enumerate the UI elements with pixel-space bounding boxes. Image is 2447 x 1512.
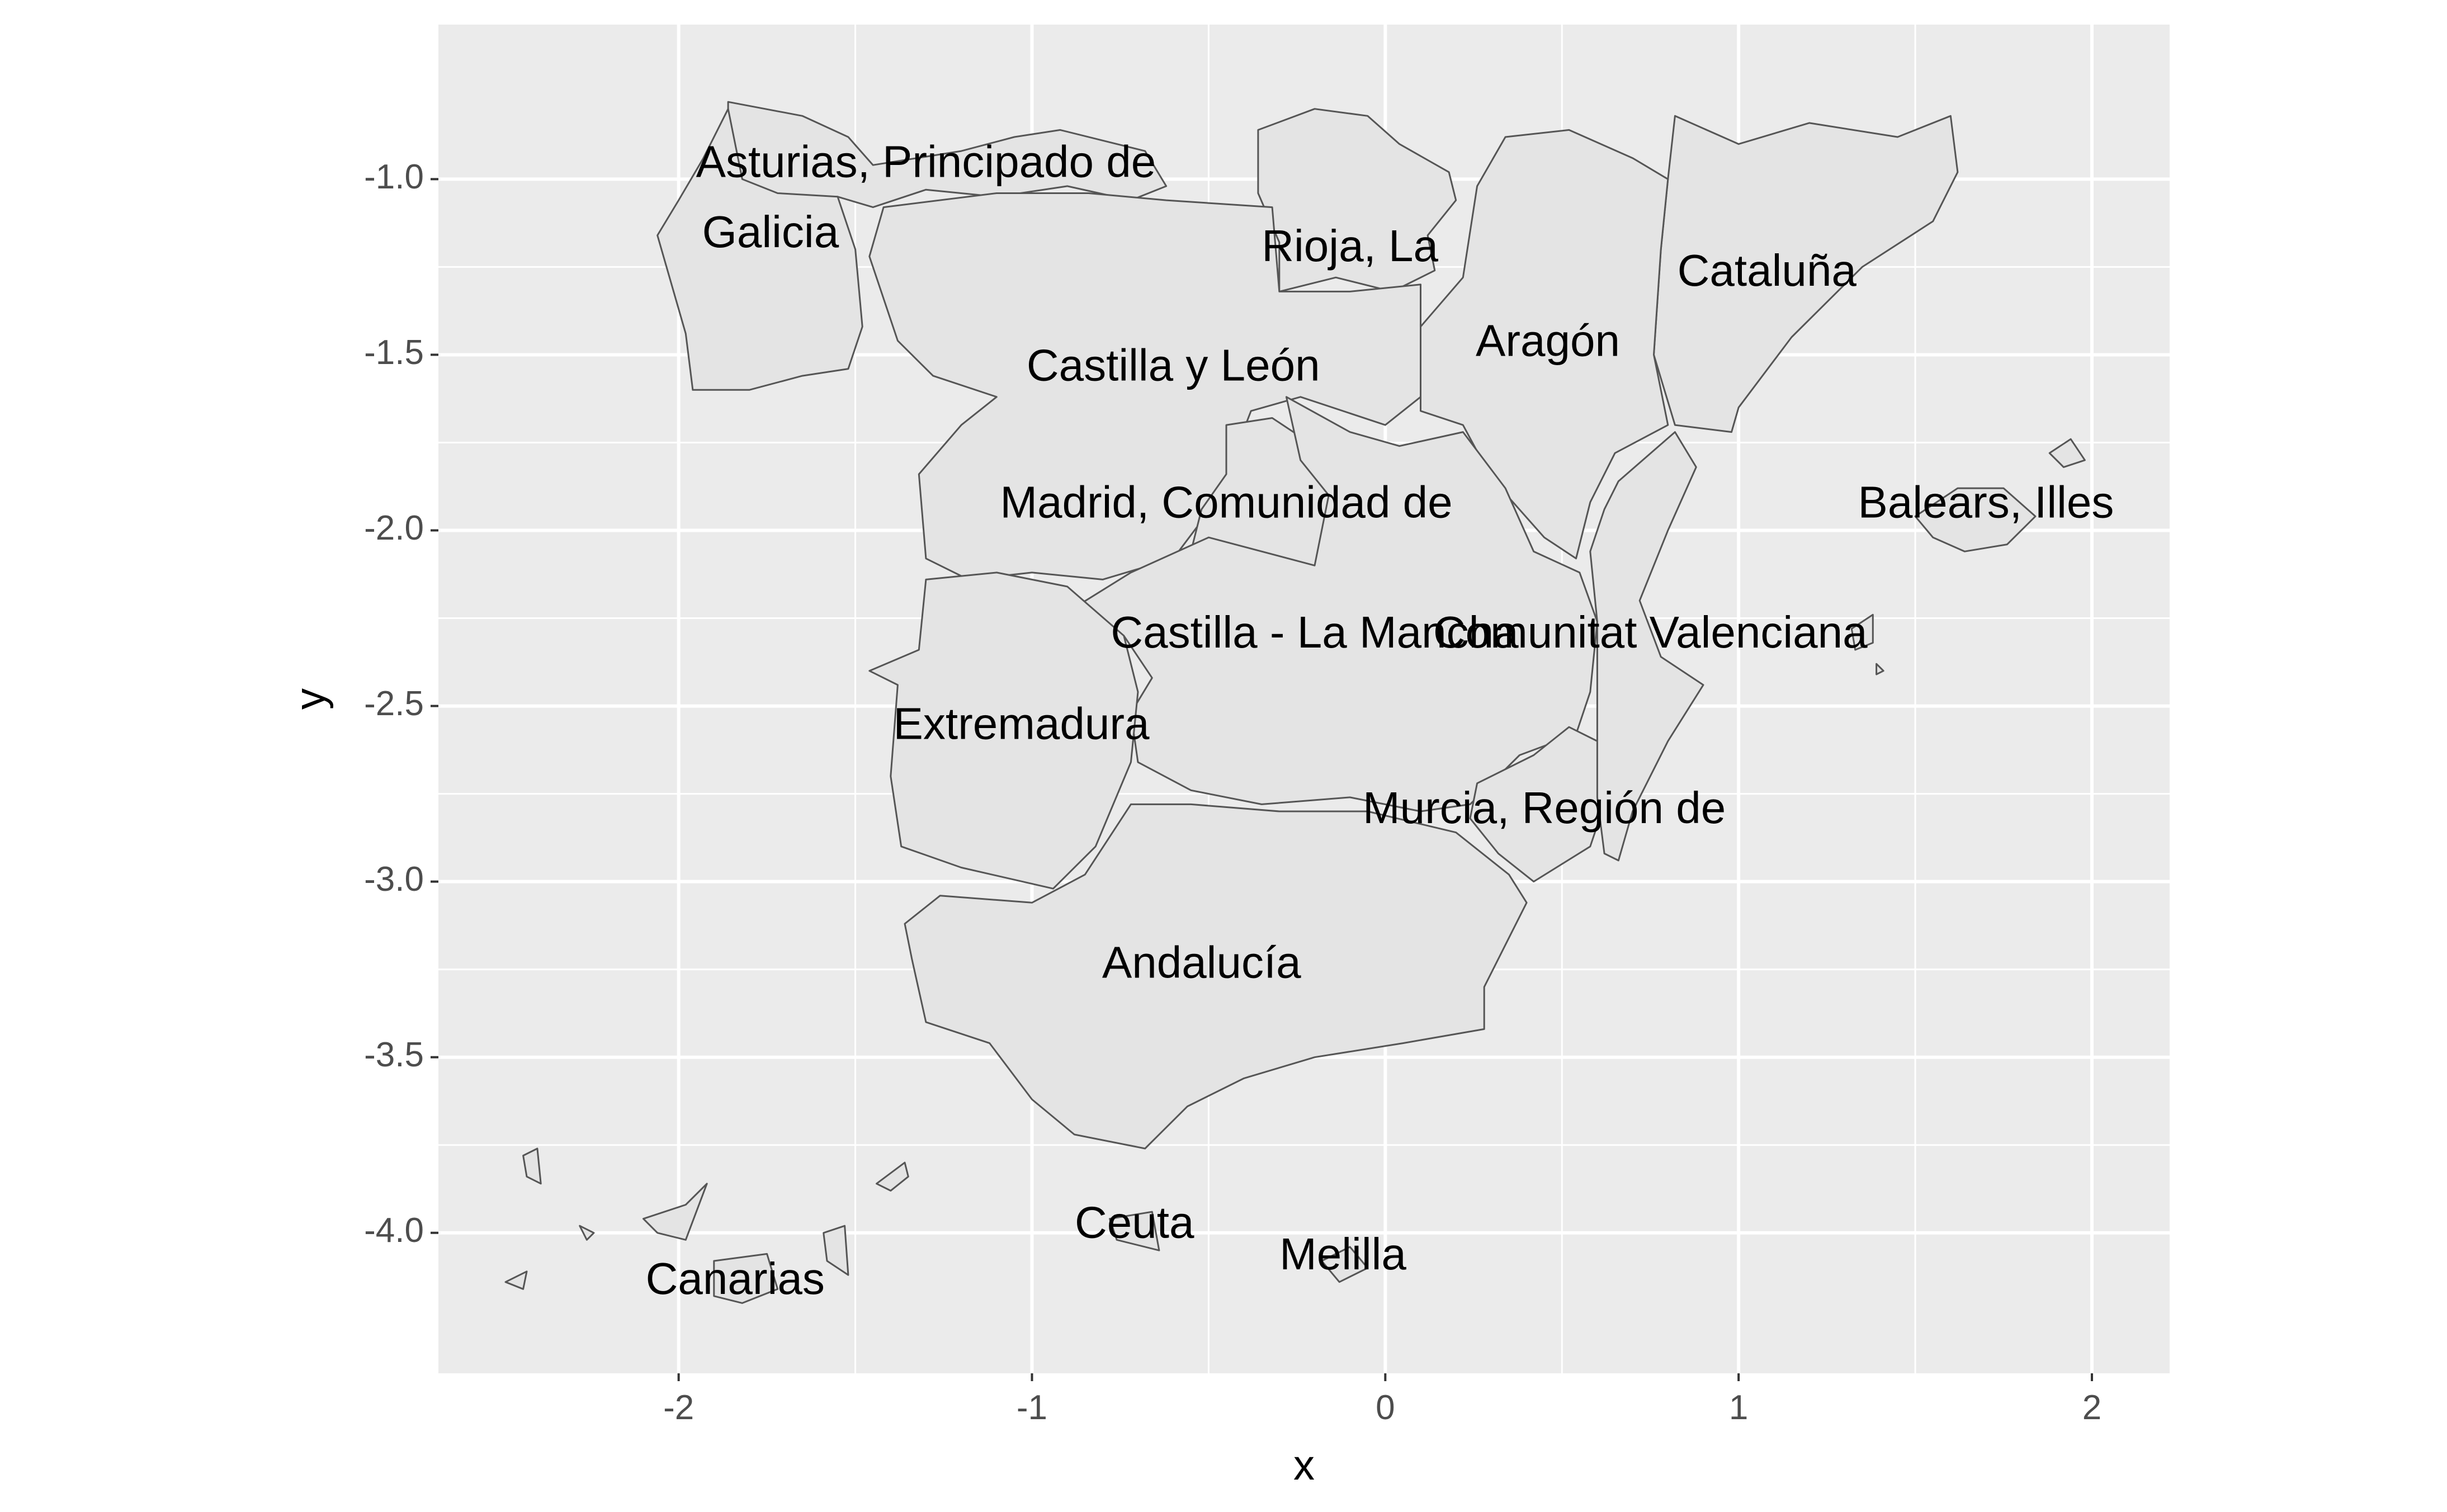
region-label: Madrid, Comunidad de [1000,478,1452,527]
region-label: Ceuta [1075,1197,1194,1247]
y-tick-label: -2.0 [364,509,424,547]
island-outline [1850,613,1874,651]
region-label: Canarias [646,1254,825,1303]
region-aragon [1420,129,1669,560]
region-comunitat-valenciana [1589,431,1704,862]
region-label: Melilla [1279,1229,1406,1279]
region-label: Rioja, La [1262,221,1438,271]
region-label: Balears, Illes [1858,478,2114,527]
y-tick-label: -1.0 [364,158,424,196]
island-outline [504,1270,528,1290]
region-castilla-la-mancha [1073,396,1598,812]
region-label: Castilla y León [1027,341,1320,390]
island-outline [643,1183,708,1241]
x-axis-ticks: -2 -1 0 1 2 [663,1373,2101,1427]
x-tick-label: 0 [1376,1388,1395,1427]
region-labels: Asturias, Principado de Galicia Rioja, La C… [646,136,2114,1303]
region-label: Comunitat Valenciana [1433,607,1868,657]
region-outlines [504,101,2086,1304]
region-balears-illes [1914,487,2037,552]
x-axis-title: x [1293,1442,1315,1489]
y-tick-label: -3.0 [364,860,424,899]
region-label: Cataluña [1678,245,1857,295]
region-andalucia [904,803,1528,1150]
region-rioja-la [1257,108,1457,292]
island-outline [579,1225,595,1241]
region-murcia-region-de [1469,726,1605,883]
y-tick-label: -2.5 [364,684,424,723]
y-tick-label: -4.0 [364,1211,424,1250]
region-ceuta [1109,1211,1160,1251]
region-melilla [1321,1246,1369,1283]
region-label: Aragón [1476,316,1620,366]
x-tick-label: 2 [2082,1388,2101,1427]
island-outline [876,1161,909,1192]
island-outline [2048,438,2086,468]
y-axis-title: y [286,688,334,710]
x-tick-label: 1 [1729,1388,1748,1427]
island-outline [823,1225,849,1276]
region-label: Asturias, Principado de [696,136,1156,186]
x-tick-label: -2 [663,1388,694,1427]
region-label: Castilla - La Mancha [1111,607,1519,657]
region-extremadura [868,571,1139,890]
island-outline [522,1147,542,1185]
region-canarias [713,1253,779,1304]
region-galicia [656,108,863,391]
region-label: Murcia, Región de [1363,783,1726,833]
y-tick-label: -3.5 [364,1036,424,1074]
region-label: Extremadura [894,698,1150,748]
island-outline [1876,663,1884,675]
y-tick-label: -1.5 [364,333,424,372]
y-axis-ticks: -1.0 -1.5 -2.0 -2.5 -3.0 -3.5 -4.0 [364,158,438,1250]
region-label: Galicia [702,207,839,257]
region-label: Andalucía [1102,938,1301,987]
x-tick-label: -1 [1017,1388,1047,1427]
